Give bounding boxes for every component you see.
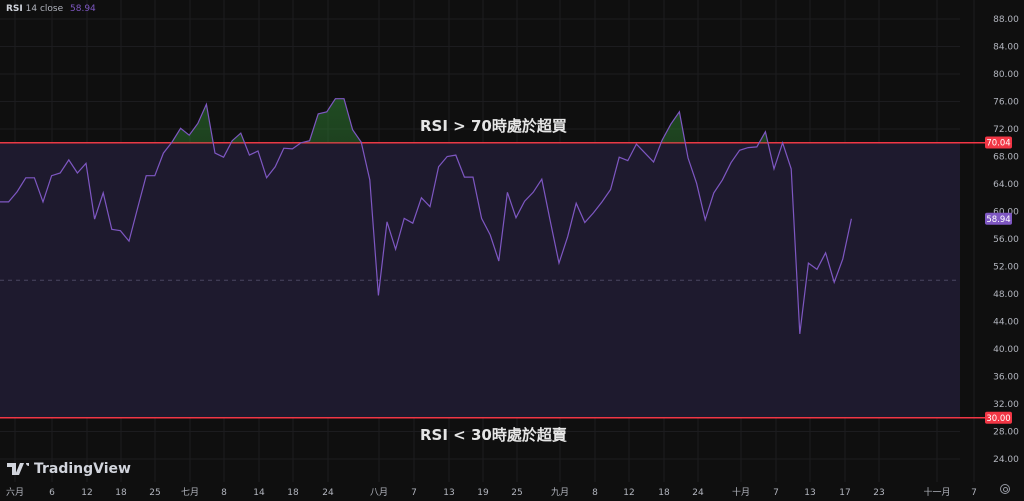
x-tick-label: 7 xyxy=(411,488,417,498)
y-tick-label: 52.00 xyxy=(993,263,1019,273)
indicator-name: RSI xyxy=(6,4,23,14)
price-badge-upper xyxy=(985,136,1012,149)
oversold-annotation: RSI < 30時處於超賣 xyxy=(420,426,567,444)
y-tick-label: 48.00 xyxy=(993,290,1019,300)
x-tick-label: 十月 xyxy=(732,486,750,498)
tradingview-logo-icon xyxy=(7,463,29,475)
y-tick-label: 32.00 xyxy=(993,400,1019,410)
x-tick-label: 13 xyxy=(443,488,454,498)
x-tick-label: 九月 xyxy=(551,487,569,498)
y-tick-label: 76.00 xyxy=(993,98,1019,108)
indicator-value: 58.94 xyxy=(70,4,96,14)
price-badges: 70.04 30.00 58.94 xyxy=(985,136,1012,424)
x-tick-label: 七月 xyxy=(181,487,199,498)
indicator-legend[interactable]: RSI 14 close 58.94 xyxy=(6,4,96,14)
x-tick-label: 8 xyxy=(592,488,598,498)
x-tick-label: 24 xyxy=(692,488,704,498)
y-tick-label: 28.00 xyxy=(993,428,1019,438)
overbought-annotation: RSI > 70時處於超買 xyxy=(420,117,567,135)
price-badge-last-label: 58.94 xyxy=(986,215,1010,225)
x-tick-label: 7 xyxy=(971,488,977,498)
tradingview-logo[interactable]: TradingView xyxy=(7,461,131,477)
price-badge-lower-label: 30.00 xyxy=(986,414,1010,424)
x-tick-label: 12 xyxy=(623,488,634,498)
x-tick-label: 8 xyxy=(221,488,227,498)
y-tick-label: 36.00 xyxy=(993,373,1019,383)
price-scale[interactable]: 88.00 84.00 80.00 76.00 72.00 68.00 64.00 60.00… xyxy=(993,15,1019,465)
x-tick-label: 25 xyxy=(149,488,160,498)
y-tick-label: 80.00 xyxy=(993,70,1019,80)
x-tick-label: 23 xyxy=(873,488,884,498)
y-tick-label: 40.00 xyxy=(993,345,1019,355)
x-tick-label: 19 xyxy=(477,488,489,498)
y-tick-label: 68.00 xyxy=(993,153,1019,163)
y-tick-label: 72.00 xyxy=(993,125,1019,135)
y-tick-label: 60.00 xyxy=(993,208,1019,218)
x-tick-label: 17 xyxy=(839,488,850,498)
x-tick-label: 18 xyxy=(658,488,670,498)
x-tick-label: 八月 xyxy=(370,487,388,498)
x-tick-label: 13 xyxy=(804,488,815,498)
y-tick-label: 44.00 xyxy=(993,318,1019,328)
x-tick-label: 24 xyxy=(322,488,334,498)
logo-text: TradingView xyxy=(34,461,131,477)
time-scale[interactable]: 六月 6 12 18 25 七月 8 14 18 24 八月 7 13 19 25 九月 8 12 18 24 十月 7 1… xyxy=(6,486,977,498)
x-tick-label: 18 xyxy=(115,488,127,498)
y-tick-label: 88.00 xyxy=(993,15,1019,25)
x-tick-label: 7 xyxy=(773,488,779,498)
rsi-series-line xyxy=(0,98,852,334)
y-tick-label: 84.00 xyxy=(993,43,1019,53)
y-tick-label: 56.00 xyxy=(993,235,1019,245)
x-tick-label: 18 xyxy=(287,488,299,498)
indicator-params: 14 close xyxy=(25,4,64,14)
settings-icon[interactable] xyxy=(1000,484,1010,494)
x-tick-label: 十一月 xyxy=(923,486,950,498)
overbought-fill xyxy=(0,98,852,143)
x-tick-label: 六月 xyxy=(6,486,24,498)
x-tick-label: 12 xyxy=(81,488,92,498)
y-tick-label: 64.00 xyxy=(993,180,1019,190)
y-tick-label: 24.00 xyxy=(993,455,1019,465)
x-tick-label: 14 xyxy=(253,488,265,498)
x-tick-label: 25 xyxy=(511,488,522,498)
x-tick-label: 6 xyxy=(49,488,55,498)
price-badge-last xyxy=(985,212,1012,225)
price-badge-upper-label: 70.04 xyxy=(986,138,1010,148)
price-badge-lower xyxy=(985,411,1012,424)
